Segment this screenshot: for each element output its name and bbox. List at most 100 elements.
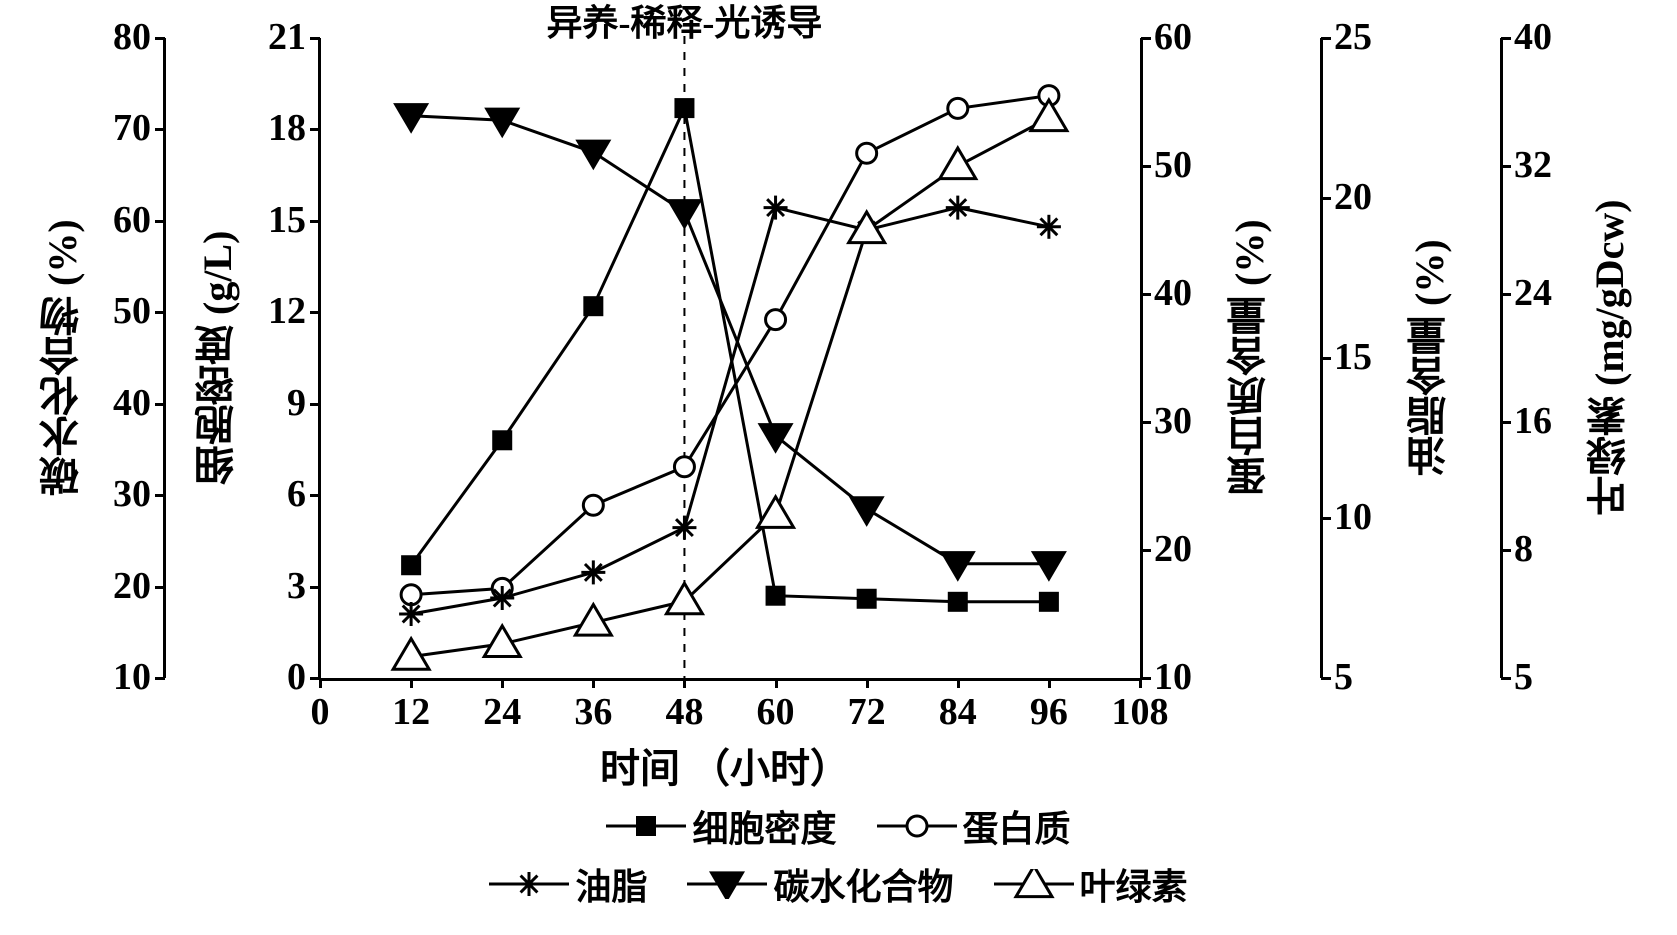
y-tick-prot (1141, 677, 1151, 680)
y-axis-spine-prot (1140, 38, 1143, 678)
y-tick-label-dens: 18 (268, 106, 306, 150)
y-axis-title-prot: 蛋白质含量 (%) (1228, 38, 1272, 678)
y-tick-dens (310, 403, 320, 406)
x-tick (866, 678, 869, 688)
x-tick-label: 36 (563, 690, 623, 734)
x-tick (683, 678, 686, 688)
legend-label-dens: 细胞密度 (692, 800, 836, 852)
y-tick-label-carb: 60 (113, 198, 151, 242)
y-tick-label-carb: 40 (113, 381, 151, 425)
x-axis-title: 时间 （小时） (600, 736, 850, 794)
y-tick-label-prot: 10 (1154, 655, 1192, 699)
legend-item-lipid: 油脂 (489, 858, 647, 910)
y-tick-label-carb: 20 (113, 564, 151, 608)
y-tick-prot (1141, 421, 1151, 424)
x-tick-label: 60 (746, 690, 806, 734)
y-tick-carb (155, 586, 165, 589)
y-tick-dens (310, 128, 320, 131)
y-tick-label-dens: 9 (287, 381, 306, 425)
y-tick-dens (310, 37, 320, 40)
y-tick-chl (1501, 37, 1511, 40)
y-axis-title-lipid: 油脂含量 (%) (1408, 38, 1452, 678)
legend-symbol-dens (606, 811, 686, 841)
legend-row: 细胞密度蛋白质 (606, 800, 1070, 852)
chart-container: { "chart": { "type": "multi-axis-line", … (0, 0, 1677, 935)
y-tick-label-dens: 12 (268, 289, 306, 333)
x-tick (1048, 678, 1051, 688)
y-tick-label-dens: 3 (287, 564, 306, 608)
legend-symbol-carb (687, 869, 767, 899)
y-tick-chl (1501, 549, 1511, 552)
legend-symbol-prot (877, 811, 957, 841)
y-tick-carb (155, 311, 165, 314)
y-tick-prot (1141, 165, 1151, 168)
y-tick-chl (1501, 293, 1511, 296)
y-tick-chl (1501, 165, 1511, 168)
y-tick-carb (155, 128, 165, 131)
y-tick-carb (155, 677, 165, 680)
legend-item-dens: 细胞密度 (606, 800, 836, 852)
x-tick-label: 96 (1019, 690, 1079, 734)
x-tick-label: 72 (837, 690, 897, 734)
y-tick-label-carb: 70 (113, 106, 151, 150)
y-tick-label-lipid: 25 (1334, 15, 1372, 59)
y-tick-carb (155, 403, 165, 406)
y-tick-label-prot: 20 (1154, 527, 1192, 571)
legend-label-chl: 叶绿素 (1080, 858, 1188, 910)
y-tick-label-dens: 15 (268, 198, 306, 242)
y-tick-prot (1141, 293, 1151, 296)
y-tick-label-carb: 30 (113, 472, 151, 516)
y-tick-label-prot: 30 (1154, 399, 1192, 443)
x-tick-label: 24 (472, 690, 532, 734)
y-tick-carb (155, 37, 165, 40)
y-tick-label-lipid: 10 (1334, 495, 1372, 539)
y-axis-title-carb: 碳水化合物 (%) (41, 38, 85, 678)
x-tick-label: 84 (928, 690, 988, 734)
y-tick-lipid (1321, 197, 1331, 200)
y-tick-prot (1141, 549, 1151, 552)
annotation-text: 异养-稀释-光诱导 (534, 0, 834, 46)
legend-item-carb: 碳水化合物 (687, 858, 953, 910)
y-axis-spine-dens (318, 38, 321, 678)
y-tick-lipid (1321, 37, 1331, 40)
legend-symbol-chl (994, 869, 1074, 899)
x-tick (592, 678, 595, 688)
y-tick-label-chl: 40 (1514, 15, 1552, 59)
x-tick (775, 678, 778, 688)
y-tick-carb (155, 494, 165, 497)
y-axis-title-dens: 细胞密度 (g/L) (196, 38, 240, 678)
y-tick-label-lipid: 5 (1334, 655, 1353, 699)
y-tick-label-chl: 5 (1514, 655, 1533, 699)
y-tick-label-carb: 10 (113, 655, 151, 699)
y-tick-chl (1501, 677, 1511, 680)
y-tick-dens (310, 677, 320, 680)
x-tick-label: 48 (654, 690, 714, 734)
y-axis-spine-carb (163, 38, 166, 678)
legend-row: 油脂 碳水化合物 叶绿素 (489, 858, 1187, 910)
y-tick-dens (310, 586, 320, 589)
y-tick-label-chl: 8 (1514, 527, 1533, 571)
x-tick (410, 678, 413, 688)
y-tick-dens (310, 220, 320, 223)
y-tick-label-dens: 0 (287, 655, 306, 699)
legend-label-carb: 碳水化合物 (773, 858, 953, 910)
y-tick-lipid (1321, 517, 1331, 520)
x-tick (957, 678, 960, 688)
y-tick-label-prot: 40 (1154, 271, 1192, 315)
y-tick-dens (310, 311, 320, 314)
legend-symbol-lipid (489, 869, 569, 899)
y-tick-label-prot: 60 (1154, 15, 1192, 59)
y-tick-dens (310, 494, 320, 497)
y-tick-label-chl: 24 (1514, 271, 1552, 315)
y-tick-label-carb: 50 (113, 289, 151, 333)
x-tick (501, 678, 504, 688)
legend: 细胞密度蛋白质油脂 碳水化合物 叶绿素 (0, 800, 1677, 910)
y-tick-label-lipid: 15 (1334, 335, 1372, 379)
legend-item-chl: 叶绿素 (994, 858, 1188, 910)
y-tick-label-dens: 6 (287, 472, 306, 516)
y-axis-title-chl: 叶绿素 (mg/gDcw) (1588, 38, 1632, 678)
y-tick-label-dens: 21 (268, 15, 306, 59)
y-tick-lipid (1321, 677, 1331, 680)
y-tick-prot (1141, 37, 1151, 40)
x-axis-line (320, 678, 1140, 681)
